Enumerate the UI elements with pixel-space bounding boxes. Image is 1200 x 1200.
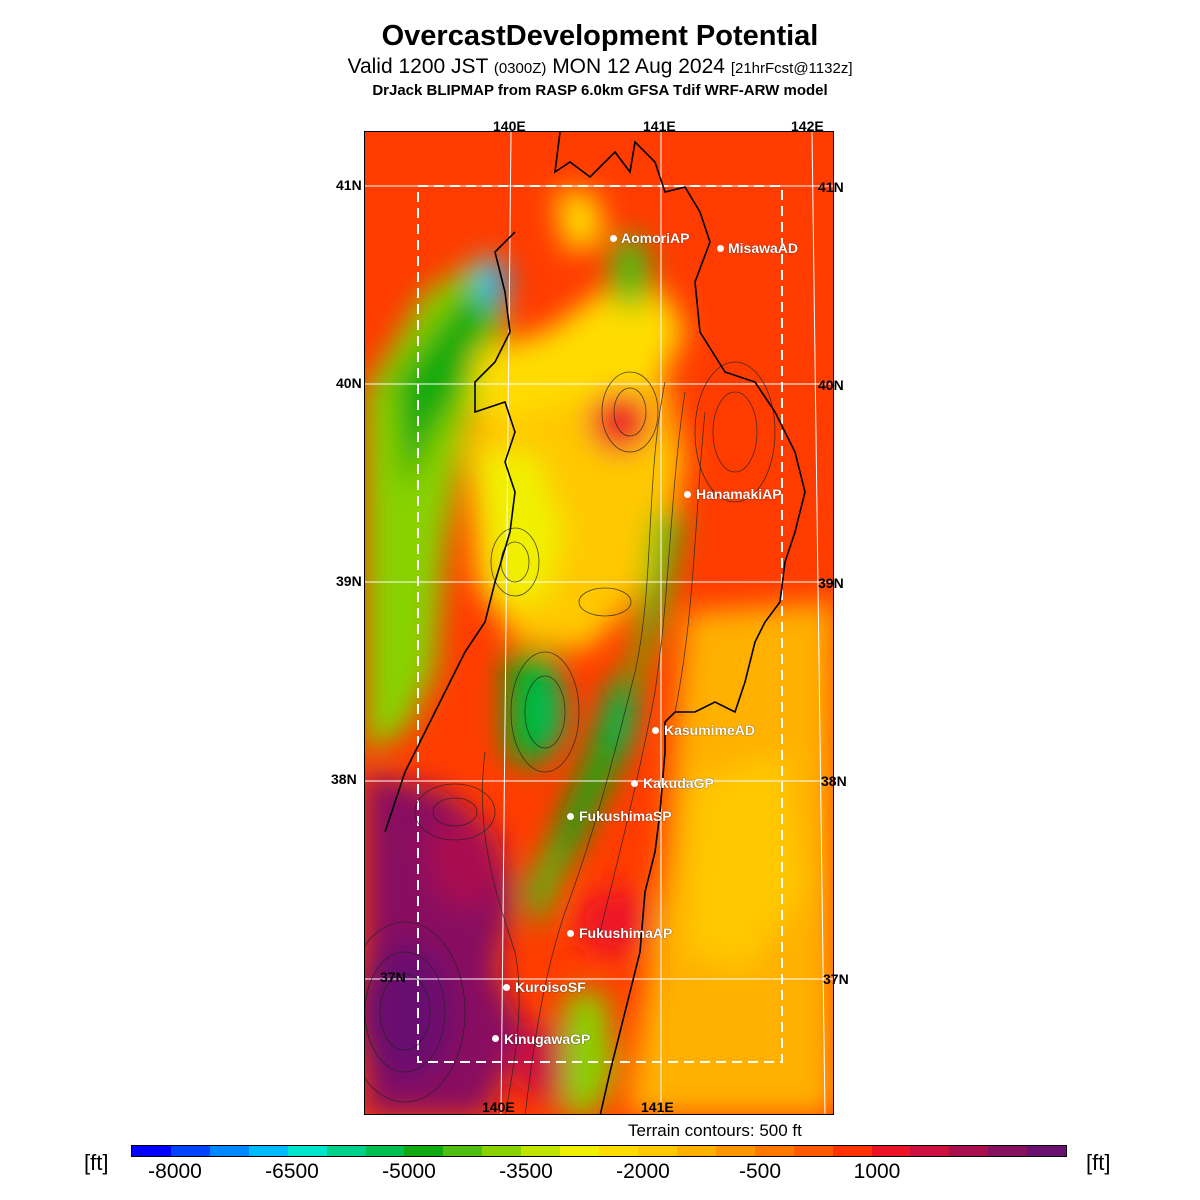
colorbar-cell (443, 1146, 483, 1156)
station-label[interactable]: FukushimaSP (579, 808, 672, 824)
colorbar-unit-left: [ft] (84, 1150, 109, 1175)
colorbar-cell (170, 1146, 210, 1156)
colorbar-cell (404, 1146, 444, 1156)
colorbar-tick: -5000 (382, 1160, 436, 1183)
colorbar-cell (832, 1146, 872, 1156)
colorbar-cell (949, 1146, 989, 1156)
map-field (365, 132, 833, 1114)
domain-box (417, 185, 783, 1063)
colorbar-cell (715, 1146, 755, 1156)
colorbar-cell (248, 1146, 288, 1156)
colorbar-tick: -6500 (265, 1160, 319, 1183)
lat-label-right-40n: 40N (818, 377, 844, 393)
lon-label-top-140e: 140E (493, 118, 526, 134)
coastline (384, 132, 806, 1114)
lat-label-left-40n: 40N (336, 375, 362, 391)
colorbar-cell (871, 1146, 911, 1156)
lat-label-left-39n: 39N (336, 573, 362, 589)
lat-label-left-37n: 37N (380, 969, 406, 985)
colorbar-cell (365, 1146, 405, 1156)
lat-label-right-38n: 38N (821, 773, 847, 789)
station-marker[interactable] (610, 235, 617, 242)
station-label[interactable]: MisawaAD (728, 240, 799, 256)
colorbar-cell (637, 1146, 677, 1156)
station-label[interactable]: KuroisoSF (515, 979, 586, 995)
lon-label-bottom-141e: 141E (641, 1099, 674, 1115)
lon-label-bottom-140e: 140E (482, 1099, 515, 1115)
colorbar-cell (988, 1146, 1028, 1156)
lat-label-right-39n: 39N (818, 575, 844, 591)
station-marker[interactable] (631, 780, 638, 787)
lat-label-left-41n: 41N (336, 177, 362, 193)
terrain-contour-note: Terrain contours: 500 ft (628, 1121, 802, 1140)
lat-lon-grid (365, 132, 833, 1114)
station-marker[interactable] (567, 813, 574, 820)
lat-label-right-41n: 41N (818, 179, 844, 195)
potential-field (365, 192, 833, 1114)
colorbar-cell (560, 1146, 600, 1156)
forecast-info: [21hrFcst@1132z] (730, 60, 853, 77)
colorbar-cell (132, 1146, 171, 1156)
station-label[interactable]: FukushimaAP (579, 925, 673, 941)
forecast-map (364, 131, 834, 1115)
colorbar-cell (599, 1146, 638, 1156)
station-label[interactable]: HanamakiAP (696, 486, 782, 502)
station-marker[interactable] (503, 984, 510, 991)
colorbar (131, 1145, 1067, 1157)
lon-label-top-141e: 141E (643, 118, 676, 134)
colorbar-unit-right: [ft] (1086, 1150, 1111, 1175)
terrain-contours (365, 361, 776, 1114)
colorbar-cell (1027, 1146, 1067, 1156)
valid-time-pre: Valid 1200 JST (347, 55, 494, 78)
station-marker[interactable] (567, 930, 574, 937)
colorbar-tick: -500 (738, 1160, 782, 1183)
lat-label-right-37n: 37N (823, 971, 849, 987)
lat-label-left-38n: 38N (331, 771, 357, 787)
station-marker[interactable] (717, 245, 724, 252)
chart-title: OvercastDevelopment Potential (381, 20, 819, 52)
model-description: DrJack BLIPMAP from RASP 6.0km GFSA Tdif… (372, 82, 828, 99)
station-marker[interactable] (652, 727, 659, 734)
colorbar-cell (754, 1146, 794, 1156)
colorbar-cell (676, 1146, 716, 1156)
colorbar-cell (482, 1146, 522, 1156)
lon-label-top-142e: 142E (791, 118, 824, 134)
colorbar-cell (287, 1146, 327, 1156)
colorbar-cell (793, 1146, 833, 1156)
colorbar-tick: 1000 (853, 1160, 901, 1183)
colorbar-tick: -3500 (499, 1160, 553, 1183)
station-label[interactable]: KakudaGP (643, 775, 714, 791)
station-marker[interactable] (492, 1035, 499, 1042)
valid-date: MON 12 Aug 2024 (546, 55, 731, 78)
station-label[interactable]: KinugawaGP (504, 1031, 591, 1047)
colorbar-tick: -8000 (148, 1160, 202, 1183)
colorbar-cell (209, 1146, 249, 1156)
utc-time: (0300Z) (493, 60, 547, 77)
station-marker[interactable] (684, 491, 691, 498)
colorbar-tick: -2000 (616, 1160, 670, 1183)
valid-time-line: Valid 1200 JST (0300Z) MON 12 Aug 2024 [… (0, 55, 1200, 79)
colorbar-cell (326, 1146, 366, 1156)
station-label[interactable]: KasumimeAD (664, 722, 756, 738)
colorbar-cell (521, 1146, 561, 1156)
station-label[interactable]: AomoriAP (621, 230, 690, 246)
colorbar-cell (910, 1146, 950, 1156)
